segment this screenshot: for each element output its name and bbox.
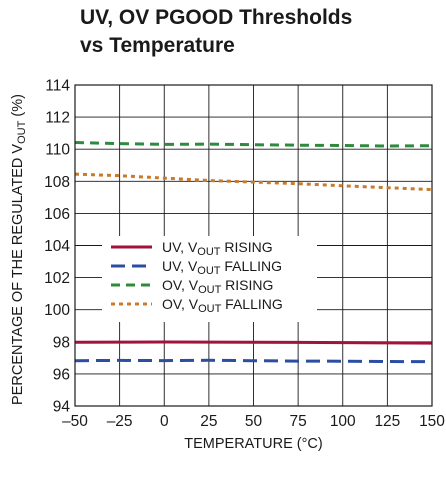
legend-label-suffix: FALLING — [221, 258, 282, 274]
chart-title-line-1: UV, OV PGOOD Thresholds — [80, 6, 353, 29]
legend-label-1: UV, VOUT RISING — [162, 239, 273, 258]
y-tick-label: 102 — [44, 270, 70, 287]
x-tick-label: 25 — [200, 413, 217, 430]
legend-label-sub: OUT — [197, 246, 221, 258]
y-tick-label: 108 — [44, 174, 70, 191]
x-tick-label: 100 — [330, 413, 356, 430]
y-tick-label: 100 — [44, 302, 70, 319]
x-tick-label: 75 — [290, 413, 307, 430]
legend-label-prefix: UV, V — [162, 239, 198, 255]
x-axis-label: TEMPERATURE (°C) — [184, 436, 322, 452]
plot-frame — [74, 84, 433, 407]
x-tick-label: –25 — [107, 413, 133, 430]
legend-box — [102, 236, 317, 322]
legend-label-prefix: OV, V — [162, 296, 199, 312]
y-axis-label-sub: OUT — [16, 120, 28, 144]
legend-label-3: OV, VOUT RISING — [162, 277, 273, 296]
legend-label-prefix: UV, V — [162, 258, 198, 274]
y-tick-label: 110 — [45, 142, 70, 159]
legend-label-suffix: RISING — [221, 277, 273, 293]
series-group — [74, 141, 433, 364]
y-tick-label: 96 — [53, 366, 70, 383]
x-tick-label: 125 — [374, 413, 400, 430]
y-axis-label-prefix: PERCENTAGE OF THE REGULATED V — [10, 144, 26, 405]
y-tick-label: 114 — [45, 78, 70, 95]
series-line-1 — [74, 340, 433, 345]
x-tick-label: –50 — [62, 413, 88, 430]
series-line-4 — [74, 172, 433, 192]
legend-label-sub: OUT — [198, 284, 222, 296]
legend-label-4: OV, VOUT FALLING — [162, 296, 283, 315]
legend-label-suffix: FALLING — [221, 296, 282, 312]
x-tick-label: 0 — [160, 413, 169, 430]
chart-title: UV, OV PGOOD Thresholds vs Temperature — [80, 4, 352, 60]
series-line-2 — [74, 358, 433, 364]
y-tick-label: 104 — [44, 238, 70, 255]
legend-label-sub: OUT — [197, 265, 221, 277]
legend-label-suffix: RISING — [221, 239, 273, 255]
chart-title-line-2: vs Temperature — [80, 34, 235, 57]
y-axis-label: PERCENTAGE OF THE REGULATED VOUT (%) — [10, 94, 28, 405]
legend-label-prefix: OV, V — [162, 277, 199, 293]
legend-background — [102, 236, 317, 322]
x-tick-label: 150 — [419, 413, 445, 430]
y-axis-label-suffix: (%) — [10, 94, 26, 121]
legend-label-sub: OUT — [198, 303, 222, 315]
y-tick-label: 112 — [45, 110, 70, 127]
x-tick-label: 50 — [245, 413, 263, 430]
y-tick-label: 106 — [44, 206, 70, 223]
tick-labels: –50 –25 0 25 50 75 100 125 150 94 96 98 100 102 104 106… — [44, 78, 445, 431]
y-tick-label: 98 — [53, 334, 70, 351]
legend-label-2: UV, VOUT FALLING — [162, 258, 282, 277]
y-tick-label: 94 — [53, 399, 71, 416]
